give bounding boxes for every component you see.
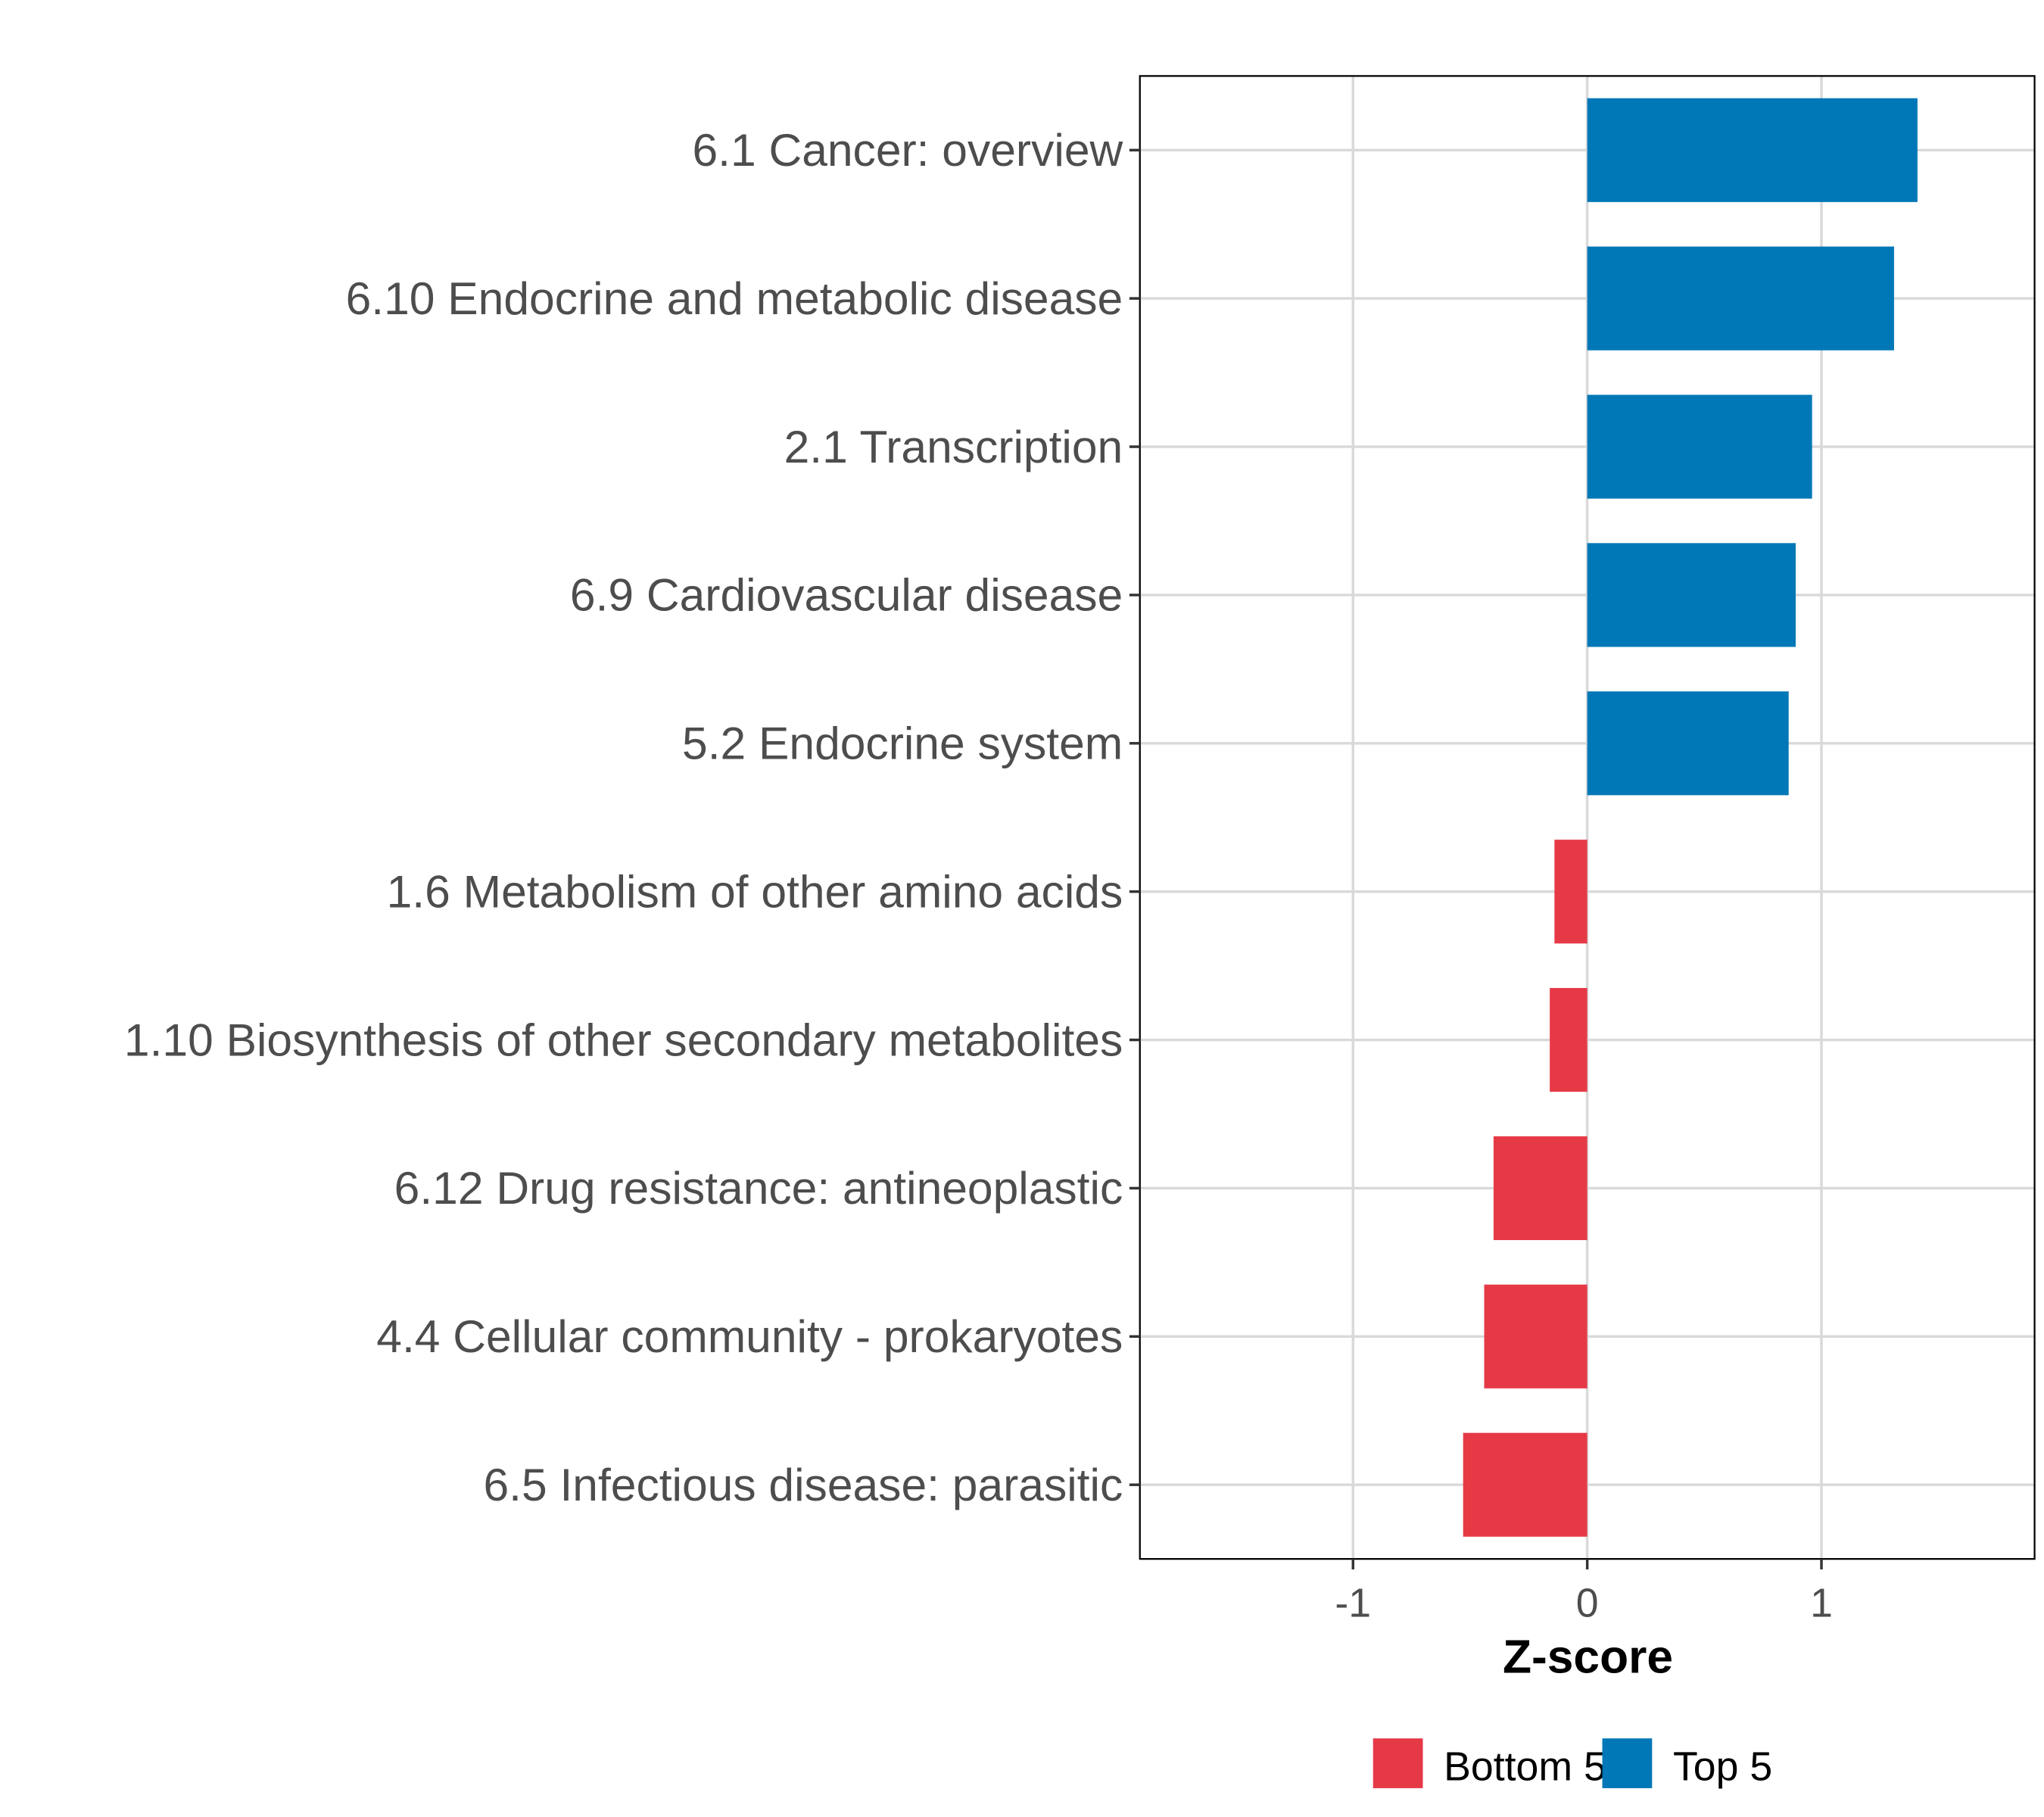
- y-tick-label: 1.10 Biosynthesis of other secondary met…: [124, 1014, 1123, 1065]
- legend-swatch: [1602, 1738, 1653, 1788]
- bar: [1587, 246, 1894, 351]
- bar: [1550, 987, 1588, 1092]
- y-tick-label: 4.4 Cellular community - prokaryotes: [376, 1311, 1123, 1362]
- y-tick-label: 6.12 Drug resistance: antineoplastic: [394, 1162, 1123, 1214]
- legend-swatch: [1373, 1738, 1423, 1788]
- legend-label: Top 5: [1673, 1744, 1772, 1790]
- bar: [1587, 394, 1812, 499]
- y-tick-label: 6.1 Cancer: overview: [693, 124, 1123, 176]
- bars: [1463, 98, 1918, 1537]
- bar: [1493, 1136, 1588, 1240]
- x-tick-label: -1: [1335, 1580, 1371, 1625]
- y-tick-label: 6.5 Infectious disease: parasitic: [483, 1459, 1123, 1510]
- y-tick-label: 1.6 Metabolism of other amino acids: [387, 865, 1123, 917]
- y-axis: 6.1 Cancer: overview 6.10 Endocrine and m…: [124, 124, 1140, 1510]
- x-axis-title: Z-score: [1503, 1632, 1673, 1684]
- bar: [1554, 840, 1588, 944]
- y-tick-label: 5.2 Endocrine system: [682, 718, 1123, 769]
- y-tick-label: 2.1 Transcription: [784, 421, 1123, 472]
- bar: [1587, 691, 1789, 796]
- x-axis: -1 0 1: [1335, 1559, 1833, 1625]
- x-tick-label: 1: [1810, 1580, 1833, 1625]
- bar: [1587, 98, 1918, 202]
- bar: [1484, 1284, 1588, 1388]
- legend: Bottom 5 Top 5: [1373, 1738, 1772, 1790]
- bar: [1463, 1432, 1588, 1537]
- x-tick-label: 0: [1576, 1580, 1599, 1625]
- legend-label: Bottom 5: [1444, 1744, 1606, 1790]
- y-tick-label: 6.9 Cardiovascular disease: [570, 569, 1123, 621]
- y-tick-label: 6.10 Endocrine and metabolic disease: [346, 273, 1123, 324]
- bar: [1587, 543, 1796, 647]
